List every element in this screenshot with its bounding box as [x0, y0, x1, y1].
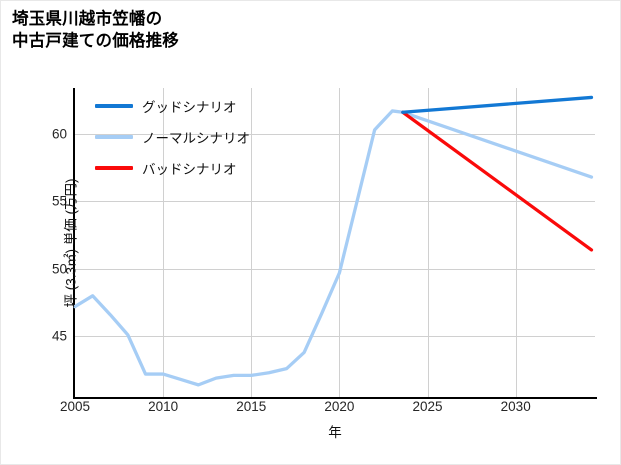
- line-bad-scenario: [401, 110, 594, 252]
- gridline-horizontal: [75, 268, 595, 270]
- series-lines: [73, 95, 594, 387]
- gridline-horizontal: [75, 201, 595, 203]
- chart-legend: グッドシナリオ ノーマルシナリオ バッドシナリオ: [95, 96, 250, 178]
- y-axis-spine: [73, 88, 75, 397]
- plot-frame: [73, 88, 597, 399]
- y-axis-title: 坪 (3.3㎡) 単価 (万円): [63, 177, 79, 308]
- page-title: 埼玉県川越市笠幡の 中古戸建ての価格推移: [12, 10, 179, 51]
- gridline-vertical: [339, 88, 341, 397]
- x-tick-label: 2015: [236, 399, 267, 414]
- x-axis-title: 年: [328, 425, 342, 440]
- legend-label: グッドシナリオ: [142, 100, 237, 115]
- line-normal-scenario: [73, 109, 594, 387]
- gridline-horizontal: [75, 336, 595, 338]
- line-good-scenario: [401, 95, 594, 114]
- plot-area: 45 50 55 60 2005 2010 2015 2020 2025 2030 年 坪 (3…: [52, 88, 597, 440]
- gridline-horizontal: [75, 133, 595, 135]
- x-tick-label: 2025: [412, 399, 443, 414]
- gridline-vertical: [251, 88, 253, 397]
- x-tick-label: 2005: [59, 399, 91, 414]
- legend-label: バッドシナリオ: [142, 162, 237, 177]
- legend-item[interactable]: バッドシナリオ: [95, 158, 250, 178]
- y-tick-label: 45: [51, 328, 67, 344]
- y-tick-label: 55: [51, 193, 67, 209]
- legend-item[interactable]: ノーマルシナリオ: [95, 127, 250, 147]
- legend-swatch-icon: [95, 166, 133, 170]
- y-tick-label: 50: [51, 261, 67, 277]
- legend-item[interactable]: グッドシナリオ: [95, 96, 250, 116]
- x-tick-label: 2020: [324, 399, 355, 414]
- x-tick-label: 2010: [148, 399, 179, 414]
- legend-label: ノーマルシナリオ: [142, 131, 250, 146]
- gridline-vertical: [163, 88, 165, 397]
- gridline-vertical: [427, 88, 429, 397]
- y-tick-label: 60: [51, 126, 67, 142]
- legend-swatch-icon: [95, 135, 133, 139]
- gridline-vertical: [515, 88, 517, 397]
- legend-swatch-icon: [95, 104, 133, 108]
- x-tick-label: 2030: [500, 399, 531, 414]
- x-axis-spine: [73, 397, 597, 399]
